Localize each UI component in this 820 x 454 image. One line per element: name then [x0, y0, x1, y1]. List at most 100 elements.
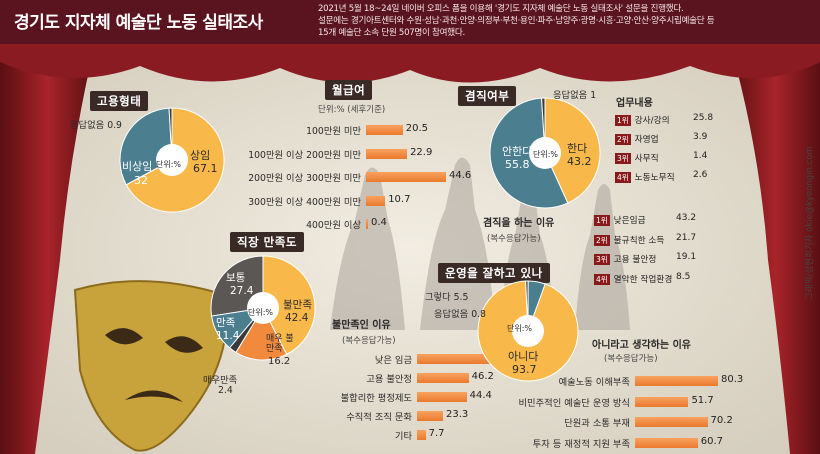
operation-no-label: 아니다 [508, 350, 539, 363]
side-job-reason-row: 3위 고용 불안정 [594, 252, 656, 265]
salary-value-label: 0.4 [371, 217, 387, 228]
side-job-reason-subtitle: (복수응답가능) [487, 234, 541, 244]
job-content-value: 2.6 [693, 170, 708, 180]
operation-title: 운영을 잘하고 있나 [438, 263, 550, 283]
operation-no-value: 93.7 [512, 363, 537, 376]
employment-nonregular-label: 비상임 [122, 160, 153, 173]
dancer-silhouettes [330, 157, 630, 330]
dissatisfied-reason-bar [417, 392, 467, 402]
operation-yes-label: 그렇다 [425, 292, 451, 303]
salary-category-label: 200만원 이상 300만원 미만 [248, 173, 361, 184]
salary-category-label: 100만원 이상 200만원 미만 [248, 149, 361, 161]
employment-nonregular-value: 32 [134, 174, 148, 187]
salary-category-label: 100만원 미만 [306, 126, 361, 137]
very-satisfied-value: 2.4 [218, 385, 233, 396]
job-content-rank: 4위 [615, 172, 631, 183]
side-job-reason-rank: 1위 [594, 215, 610, 226]
right-curtain [730, 44, 820, 454]
neutral-value: 27.4 [230, 285, 254, 297]
job-content-name: 강사/강의 [634, 116, 670, 126]
header-banner: 경기도 지자체 예술단 노동 실태조사 2021년 5월 18~24일 네이버 … [0, 0, 820, 44]
not-reason-category-label: 예술노동 이해부족 [558, 377, 630, 388]
side-job-unit: 단위:% [533, 150, 559, 159]
not-reason-value-label: 51.7 [691, 394, 714, 406]
satisfaction-unit: 단위:% [248, 308, 274, 317]
salary-value-label: 20.5 [405, 123, 429, 134]
operation-noresp-value: 0.8 [471, 309, 486, 320]
operation-unit: 단위:% [507, 324, 533, 333]
side-job-reason-value: 8.5 [676, 271, 691, 282]
side-job-reason-value: 21.7 [676, 232, 697, 243]
dissatisfied-reason-bar [417, 373, 469, 383]
job-content-value: 25.8 [693, 113, 714, 123]
dissatisfied-reason-category-label: 불합리한 평정제도 [340, 393, 412, 404]
salary-title: 월급여 [325, 80, 373, 100]
description-line: 2021년 5월 18~24일 네이버 오피스 폼을 이용해 '경기도 지자체 … [318, 4, 684, 14]
salary-category-label: 400만원 이상 [306, 220, 361, 231]
description-line: 설문에는 경기아트센터와 수원·성남·과천·안양·의정부·부천·용인·파주·남양… [318, 16, 715, 26]
side-job-reason-row: 2위 불규칙한 소득 [594, 233, 664, 246]
side-job-reason-value: 43.2 [676, 213, 697, 223]
very-dissatisfied-label: 매우 불만족 [266, 334, 294, 354]
employment-type-title: 고용형태 [90, 91, 149, 111]
salary-bar [366, 195, 386, 206]
dissatisfied-reason-category-label: 낮은 임금 [374, 355, 412, 366]
not-reason-bar [635, 376, 718, 386]
not-reason-category-label: 비민주적인 예술단 운영 방식 [518, 397, 630, 409]
dissatisfied-reason-category-label: 고용 불안정 [366, 374, 412, 385]
dissatisfied-reason-value-label: 23.3 [446, 409, 469, 420]
side-job-reason-title: 겸직을 하는 이유 [483, 218, 555, 229]
gold-mask [73, 280, 228, 452]
side-job-title: 겸직여부 [458, 86, 517, 106]
job-content-value: 3.9 [693, 132, 708, 142]
operation-yes-value: 5.5 [453, 292, 469, 303]
dissatisfied-reason-bar [417, 430, 426, 440]
job-content-row: 3위 사무직 [615, 151, 659, 164]
employment-unit: 단위:% [156, 160, 182, 169]
job-content-rank: 1위 [615, 115, 631, 126]
side-job-reason-name: 고용 불안정 [613, 255, 657, 265]
dissatisfied-reason-value-label: 7.7 [428, 428, 445, 439]
side-job-reason-rank: 3위 [594, 254, 610, 265]
satisfaction-title: 직장 만족도 [230, 232, 304, 252]
salary-value-label: 44.6 [449, 170, 472, 181]
left-curtain [0, 44, 95, 454]
dissatisfied-reason-category-label: 기타 [394, 431, 412, 442]
job-content-name: 노동노무직 [634, 173, 675, 183]
side-job-reason-row: 1위 낮은임금 [594, 213, 646, 226]
job-content-row: 1위 강사/강의 [615, 113, 670, 126]
salary-subtitle: (세후기준) [347, 105, 386, 115]
employment-regular-value: 67.1 [193, 162, 218, 175]
job-content-row: 4위 노동노무직 [615, 170, 675, 183]
graphic-credit: 그래픽/성현희기자 okie@kyeongin.com [805, 146, 815, 300]
salary-bar [366, 125, 403, 135]
salary-bar [366, 148, 408, 159]
side-job-reason-rank: 4위 [594, 273, 610, 285]
dissatisfied-reason-title: 불만족인 이유 [332, 320, 391, 331]
dissatisfied-label: 불만족 [283, 299, 312, 311]
side-job-no-value: 55.8 [505, 158, 530, 171]
not-reason-value-label: 60.7 [700, 435, 723, 447]
not-reason-category-label: 투자 등 재정적 지원 부족 [532, 438, 630, 450]
dissatisfied-reason-bar [417, 354, 497, 364]
not-reason-bar [635, 437, 698, 448]
dissatisfied-value: 42.4 [285, 312, 309, 324]
satisfied-label: 만족 [216, 317, 236, 329]
employment-noresp-value: 0.9 [107, 120, 122, 131]
job-content-title: 업무내용 [616, 98, 653, 109]
dissatisfied-reason-value-label: 44.4 [469, 390, 492, 401]
salary-value-label: 22.9 [410, 146, 433, 158]
salary-bar [366, 172, 446, 182]
not-reason-value-label: 80.3 [721, 374, 744, 385]
not-reason-value-label: 70.2 [710, 415, 733, 426]
side-job-yes-value: 43.2 [567, 155, 592, 168]
job-content-rank: 3위 [615, 153, 631, 164]
salary-category-label: 300만원 이상 400만원 미만 [248, 196, 361, 208]
side-job-reason-name: 낮은임금 [613, 216, 646, 226]
neutral-label: 보통 [226, 272, 246, 284]
side-job-reason-row: 4위 열악한 작업환경 [594, 272, 672, 285]
not-reason-subtitle: (복수응답가능) [604, 354, 658, 364]
dissatisfied-reason-subtitle: (복수응답가능) [342, 336, 396, 346]
side-job-reason-value: 19.1 [676, 252, 697, 262]
